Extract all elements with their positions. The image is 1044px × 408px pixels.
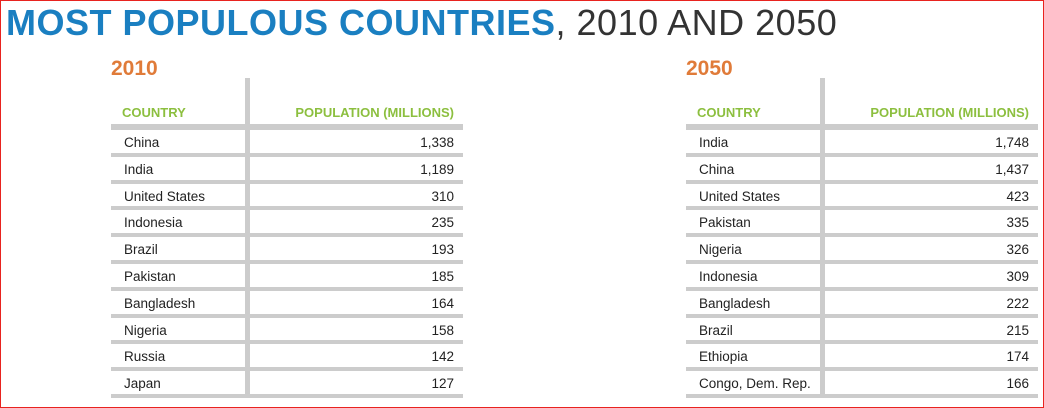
- population-value: 235: [431, 215, 454, 231]
- table-row: Indonesia 309: [686, 264, 1038, 291]
- country-name: United States: [124, 188, 206, 204]
- population-value: 335: [1006, 215, 1029, 231]
- population-value: 164: [431, 295, 454, 311]
- table-row: India 1,189: [111, 157, 463, 184]
- column-divider: [820, 78, 825, 398]
- column-divider: [245, 78, 250, 398]
- country-name: Russia: [124, 349, 166, 365]
- country-name: Japan: [124, 376, 161, 392]
- table-row: Russia 142: [111, 344, 463, 371]
- table-row: Pakistan 185: [111, 264, 463, 291]
- country-name: Ethiopia: [699, 349, 748, 365]
- header-divider: [686, 124, 1038, 130]
- country-name: Pakistan: [699, 215, 751, 231]
- population-value: 185: [431, 268, 454, 284]
- table-row: Japan 127: [111, 371, 463, 398]
- population-value: 310: [431, 188, 454, 204]
- population-value: 1,189: [420, 161, 454, 177]
- country-name: Bangladesh: [699, 295, 771, 311]
- country-name: Nigeria: [124, 322, 167, 338]
- population-value: 423: [1006, 188, 1029, 204]
- table-row: India 1,748: [686, 130, 1038, 157]
- table-body: China 1,338 India 1,189 United States 310 I…: [111, 130, 463, 398]
- table-row: United States 423: [686, 184, 1038, 211]
- column-header-country: COUNTRY: [697, 105, 761, 120]
- table-body: India 1,748 China 1,437 United States 423 P…: [686, 130, 1038, 398]
- country-name: China: [124, 135, 160, 150]
- population-value: 222: [1006, 295, 1029, 311]
- population-value: 1,748: [995, 135, 1029, 150]
- population-value: 142: [431, 349, 454, 365]
- table-2050: 2050 COUNTRY POPULATION (MILLIONS) India…: [686, 57, 1038, 401]
- page-title-rest: , 2010 AND 2050: [555, 2, 838, 43]
- page-title: MOST POPULOUS COUNTRIES, 2010 AND 2050: [6, 3, 837, 43]
- population-value: 174: [1006, 349, 1029, 365]
- table-row: Ethiopia 174: [686, 344, 1038, 371]
- table-row: China 1,437: [686, 157, 1038, 184]
- population-value: 127: [431, 376, 454, 392]
- country-name: Pakistan: [124, 268, 176, 284]
- country-name: United States: [699, 188, 781, 204]
- population-value: 1,338: [420, 135, 454, 150]
- population-value: 166: [1006, 376, 1029, 392]
- country-name: Brazil: [124, 242, 158, 258]
- country-name: Bangladesh: [124, 295, 196, 311]
- country-name: Brazil: [699, 322, 733, 338]
- header-divider: [111, 124, 463, 130]
- table-row: Pakistan 335: [686, 210, 1038, 237]
- table-row: Bangladesh 164: [111, 291, 463, 318]
- table-row: Bangladesh 222: [686, 291, 1038, 318]
- population-value: 309: [1006, 268, 1029, 284]
- country-name: Nigeria: [699, 242, 742, 258]
- table-row: Indonesia 235: [111, 210, 463, 237]
- country-name: Indonesia: [124, 215, 183, 231]
- country-name: India: [699, 135, 729, 150]
- column-header-population: POPULATION (MILLIONS): [295, 105, 454, 120]
- country-name: India: [124, 161, 154, 177]
- population-value: 215: [1006, 322, 1029, 338]
- table-row: Congo, Dem. Rep. 166: [686, 371, 1038, 398]
- country-name: Indonesia: [699, 268, 758, 284]
- table-year: 2050: [686, 57, 733, 80]
- table-row: Nigeria 326: [686, 237, 1038, 264]
- table-row: United States 310: [111, 184, 463, 211]
- table-row: Brazil 193: [111, 237, 463, 264]
- table-row: China 1,338: [111, 130, 463, 157]
- population-value: 326: [1006, 242, 1029, 258]
- page-title-bold: MOST POPULOUS COUNTRIES: [6, 2, 556, 43]
- table-row: Brazil 215: [686, 318, 1038, 345]
- table-row: Nigeria 158: [111, 318, 463, 345]
- table-year: 2010: [111, 57, 158, 80]
- country-name: Congo, Dem. Rep.: [699, 376, 811, 392]
- population-value: 193: [431, 242, 454, 258]
- table-2010: 2010 COUNTRY POPULATION (MILLIONS) China…: [111, 57, 463, 401]
- column-header-population: POPULATION (MILLIONS): [870, 105, 1029, 120]
- population-value: 158: [431, 322, 454, 338]
- country-name: China: [699, 161, 735, 177]
- column-header-country: COUNTRY: [122, 105, 186, 120]
- population-value: 1,437: [995, 161, 1029, 177]
